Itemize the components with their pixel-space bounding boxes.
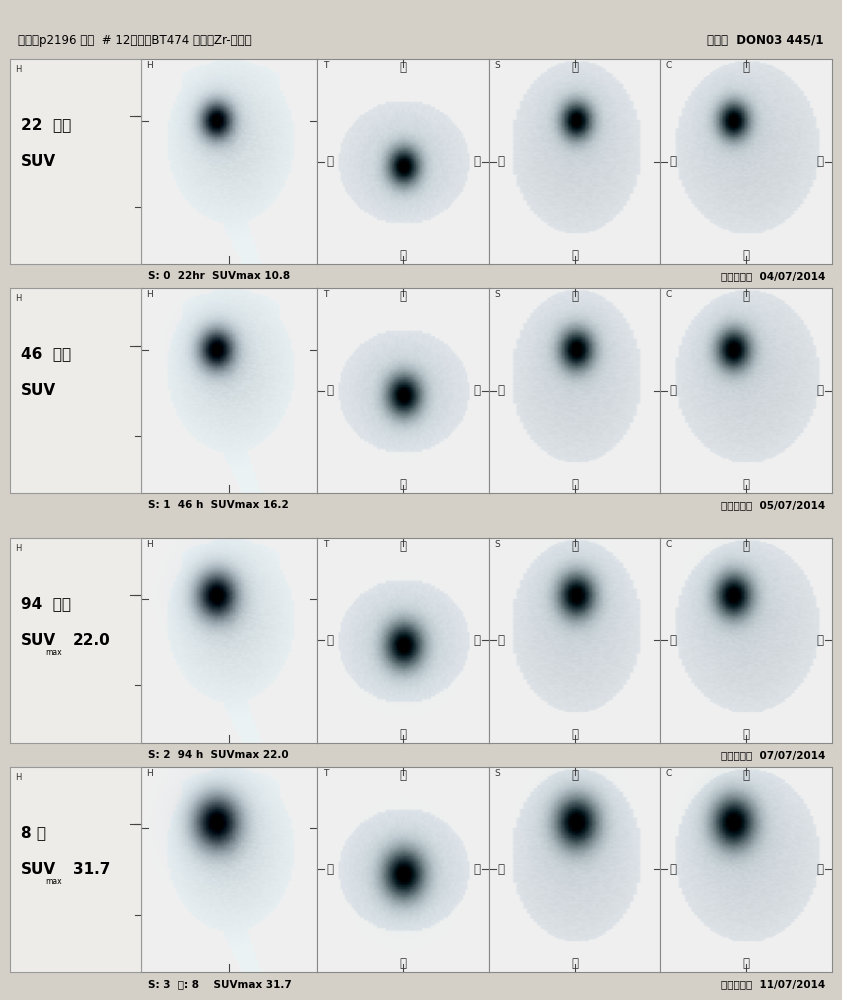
- Text: H: H: [15, 65, 22, 74]
- Text: 左: 左: [473, 863, 480, 876]
- Text: S: 0  22hr  SUVmax 10.8: S: 0 22hr SUVmax 10.8: [147, 271, 290, 281]
- Text: 左: 左: [473, 155, 480, 168]
- Text: H: H: [15, 773, 22, 782]
- Text: 31.7: 31.7: [72, 862, 110, 877]
- Text: S: S: [494, 540, 500, 549]
- Text: 脚: 脚: [743, 249, 749, 262]
- Text: 前: 前: [400, 769, 407, 782]
- Text: 后: 后: [400, 249, 407, 262]
- Text: 前: 前: [400, 540, 407, 553]
- Text: S: 2  94 h  SUVmax 22.0: S: 2 94 h SUVmax 22.0: [147, 750, 288, 760]
- Text: 后: 后: [400, 728, 407, 741]
- Text: C: C: [665, 540, 672, 549]
- Text: 左: 左: [817, 384, 823, 397]
- Text: 右: 右: [669, 384, 676, 397]
- Text: 头: 头: [743, 540, 749, 553]
- Text: 前: 前: [498, 863, 504, 876]
- Text: H: H: [15, 294, 22, 303]
- Text: 脚: 脚: [571, 957, 578, 970]
- Text: 右: 右: [326, 634, 333, 647]
- Text: 脚: 脚: [743, 957, 749, 970]
- Text: H: H: [146, 540, 152, 549]
- Text: SUV: SUV: [20, 862, 56, 877]
- Text: C: C: [665, 769, 672, 778]
- Text: 头: 头: [571, 769, 578, 782]
- Text: T: T: [322, 540, 328, 549]
- Text: 右: 右: [669, 863, 676, 876]
- Text: 文件：p2196 小鼠  # 12模型：BT474 示踪：Zr-赫赛汀: 文件：p2196 小鼠 # 12模型：BT474 示踪：Zr-赫赛汀: [19, 34, 252, 47]
- Text: 左: 左: [817, 863, 823, 876]
- Text: 前: 前: [400, 290, 407, 303]
- Text: 头: 头: [571, 290, 578, 303]
- Text: 后: 后: [400, 478, 407, 491]
- Text: 右: 右: [669, 155, 676, 168]
- Text: T: T: [322, 61, 328, 70]
- Text: T: T: [322, 290, 328, 299]
- Text: SUV: SUV: [20, 633, 56, 648]
- Text: 左: 左: [817, 155, 823, 168]
- Text: T: T: [322, 769, 328, 778]
- Text: 头: 头: [571, 61, 578, 74]
- Text: 前: 前: [400, 61, 407, 74]
- Text: 获取日期：  05/07/2014: 获取日期： 05/07/2014: [721, 500, 825, 510]
- Text: C: C: [665, 290, 672, 299]
- Text: H: H: [146, 61, 152, 70]
- Text: 后: 后: [400, 957, 407, 970]
- Text: S: S: [494, 290, 500, 299]
- Text: 22.0: 22.0: [72, 633, 110, 648]
- Text: 脚: 脚: [571, 249, 578, 262]
- Text: 脚: 脚: [743, 478, 749, 491]
- Text: 获取日期：  07/07/2014: 获取日期： 07/07/2014: [721, 750, 825, 760]
- Text: max: max: [45, 877, 62, 886]
- Text: 右: 右: [669, 634, 676, 647]
- Text: 头: 头: [743, 61, 749, 74]
- Text: 头: 头: [743, 769, 749, 782]
- Text: 右: 右: [326, 863, 333, 876]
- Text: H: H: [15, 544, 22, 553]
- Text: SUV: SUV: [20, 154, 56, 169]
- Text: 脚: 脚: [571, 728, 578, 741]
- Text: SUV: SUV: [20, 383, 56, 398]
- Text: 94  小时: 94 小时: [20, 596, 71, 611]
- Text: 46  小时: 46 小时: [20, 346, 71, 361]
- Text: 脚: 脚: [743, 728, 749, 741]
- Text: 头: 头: [571, 540, 578, 553]
- Text: 前: 前: [498, 384, 504, 397]
- Text: S: S: [494, 769, 500, 778]
- Text: S: 1  46 h  SUVmax 16.2: S: 1 46 h SUVmax 16.2: [147, 500, 288, 510]
- Text: 获取日期：  04/07/2014: 获取日期： 04/07/2014: [721, 271, 825, 281]
- Text: 左: 左: [817, 634, 823, 647]
- Text: 8 天: 8 天: [20, 825, 45, 840]
- Text: 22  小时: 22 小时: [20, 117, 71, 132]
- Text: S: S: [494, 61, 500, 70]
- Text: H: H: [146, 769, 152, 778]
- Text: 前: 前: [498, 155, 504, 168]
- Text: 获取日期：  11/07/2014: 获取日期： 11/07/2014: [721, 979, 825, 989]
- Text: S: 3  天: 8    SUVmax 31.7: S: 3 天: 8 SUVmax 31.7: [147, 979, 291, 989]
- Text: 左: 左: [473, 634, 480, 647]
- Text: 脚: 脚: [571, 478, 578, 491]
- Text: C: C: [665, 61, 672, 70]
- Text: 实验：  DON03 445/1: 实验： DON03 445/1: [707, 34, 823, 47]
- Text: 头: 头: [743, 290, 749, 303]
- Text: H: H: [146, 290, 152, 299]
- Text: 前: 前: [498, 634, 504, 647]
- Text: 左: 左: [473, 384, 480, 397]
- Text: max: max: [45, 648, 62, 657]
- Text: 右: 右: [326, 155, 333, 168]
- Text: 右: 右: [326, 384, 333, 397]
